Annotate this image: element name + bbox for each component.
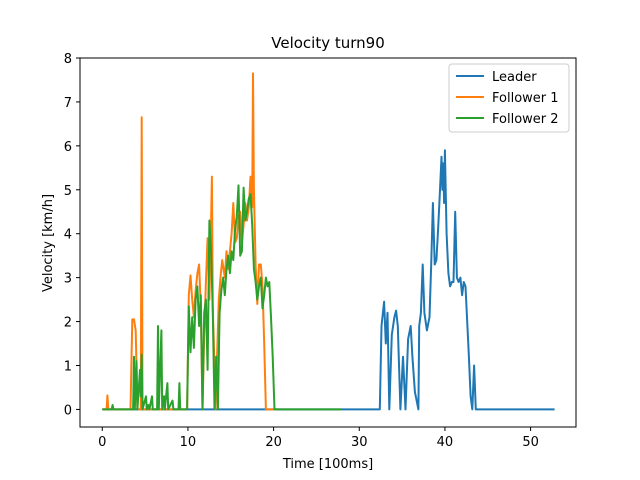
y-tick-label: 8	[64, 52, 72, 67]
chart-title: Velocity turn90	[271, 34, 385, 52]
series-line-follower-1	[102, 72, 278, 411]
x-tick-label: 20	[265, 435, 282, 450]
x-tick-label: 10	[180, 435, 197, 450]
series-line-follower-2	[102, 184, 342, 411]
axis-ticks: 0 10 20 30 40 50 0 1 2 3 4 5 6 7 8	[64, 52, 539, 450]
y-tick-label: 6	[64, 140, 72, 155]
x-tick-label: 50	[522, 435, 539, 450]
legend-label-leader: Leader	[492, 70, 537, 85]
y-axis-label: Velocity [km/h]	[41, 194, 56, 292]
plot-area	[79, 57, 577, 428]
legend-box	[448, 63, 570, 133]
x-tick-label: 30	[351, 435, 368, 450]
y-tick-label: 1	[64, 360, 72, 375]
x-axis-label: Time [100ms]	[282, 457, 373, 472]
y-tick-label: 7	[64, 96, 72, 111]
series-line-leader	[102, 149, 555, 411]
y-tick-label: 0	[64, 403, 72, 418]
x-tick-label: 0	[98, 435, 106, 450]
legend-label-follower-1: Follower 1	[492, 91, 559, 106]
legend: Leader Follower 1 Follower 2	[448, 63, 570, 133]
y-tick-label: 3	[64, 272, 72, 287]
legend-label-follower-2: Follower 2	[492, 112, 559, 127]
y-tick-label: 5	[64, 184, 72, 199]
y-tick-label: 2	[64, 316, 72, 331]
y-tick-label: 4	[64, 228, 72, 243]
x-tick-label: 40	[437, 435, 454, 450]
plot-frame	[79, 57, 577, 428]
